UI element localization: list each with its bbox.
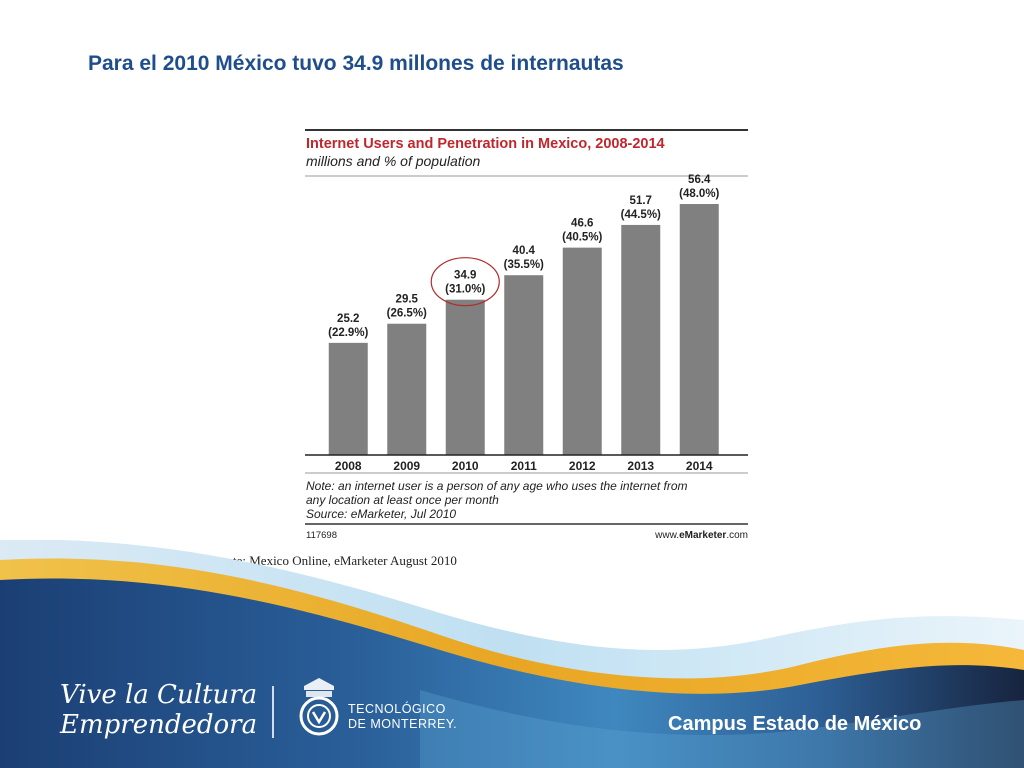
bar-chart: Internet Users and Penetration in Mexico… — [305, 129, 748, 541]
chart-title: Internet Users and Penetration in Mexico… — [306, 136, 665, 152]
bar-2013 — [621, 224, 661, 455]
chart-note-line2: any location at least once per month — [306, 493, 499, 507]
penetration-label-2013: (44.5%) — [621, 209, 661, 221]
value-label-2010: 34.9 — [454, 270, 476, 282]
institution-name: TECNOLÓGICO DE MONTERREY. — [348, 702, 457, 732]
institution-line2: DE MONTERREY. — [348, 717, 458, 731]
tick-label-2010: 2010 — [452, 459, 479, 473]
footer-highlight-wave — [420, 690, 1024, 768]
value-label-2013: 51.7 — [630, 195, 652, 207]
value-label-2009: 29.5 — [396, 294, 419, 306]
slogan-line1: Vive la Cultura — [60, 680, 258, 710]
bar-2010 — [445, 299, 485, 455]
chart-figure: Internet Users and Penetration in Mexico… — [305, 128, 750, 543]
penetration-label-2008: (22.9%) — [328, 327, 368, 339]
tick-label-2013: 2013 — [627, 459, 654, 473]
bar-2009 — [387, 323, 427, 455]
publisher-prefix: www. — [654, 530, 679, 541]
tick-label-2008: 2008 — [335, 459, 362, 473]
value-label-2008: 25.2 — [337, 313, 359, 325]
value-label-2011: 40.4 — [513, 245, 536, 257]
source-citation: Fuente: Mexico Online, eMarketer August … — [207, 553, 457, 568]
bar-2011 — [504, 275, 544, 455]
bar-2014 — [679, 204, 719, 455]
footer-divider — [272, 686, 274, 738]
slogan: Vive la Cultura Emprendedora — [60, 680, 257, 740]
tick-label-2012: 2012 — [569, 459, 596, 473]
tick-labels: 2008 2009 2010 2011 2012 2013 2014 — [335, 459, 713, 473]
penetration-label-2014: (48.0%) — [679, 188, 719, 200]
campus-name: Campus Estado de México — [668, 713, 922, 735]
tec-seal-icon — [299, 678, 339, 736]
slogan-line2: Emprendedora — [60, 710, 258, 740]
publisher-brand: eMarketer — [679, 530, 726, 541]
value-label-2014: 56.4 — [688, 174, 711, 186]
tick-label-2014: 2014 — [686, 459, 713, 473]
bar-2012 — [562, 247, 602, 455]
slide-title: Para el 2010 México tuvo 34.9 millones d… — [88, 52, 624, 75]
footer-blue-wave — [0, 578, 1024, 768]
penetration-label-2012: (40.5%) — [562, 232, 602, 244]
footer-banner — [0, 540, 1024, 768]
chart-source: Source: eMarketer, Jul 2010 — [306, 507, 456, 521]
bar-2008 — [328, 342, 368, 455]
chart-id: 117698 — [306, 530, 337, 541]
penetration-label-2010: (31.0%) — [445, 284, 485, 296]
tick-label-2011: 2011 — [511, 459, 537, 473]
institution-line1: TECNOLÓGICO — [348, 702, 446, 716]
chart-note-line1: Note: an internet user is a person of an… — [306, 479, 688, 493]
publisher-suffix: .com — [726, 530, 748, 541]
bars-group: 25.2 (22.9%) 29.5 (26.5%) 34.9 (31.0%) 40.4 (35… — [328, 174, 720, 455]
chart-subtitle: millions and % of population — [306, 153, 481, 169]
tick-label-2009: 2009 — [393, 459, 420, 473]
penetration-label-2011: (35.5%) — [504, 259, 544, 271]
value-label-2012: 46.6 — [571, 218, 593, 230]
publisher-credit: www.eMarketer.com — [654, 530, 748, 541]
penetration-label-2009: (26.5%) — [387, 308, 427, 320]
highlight-circle — [430, 257, 500, 307]
